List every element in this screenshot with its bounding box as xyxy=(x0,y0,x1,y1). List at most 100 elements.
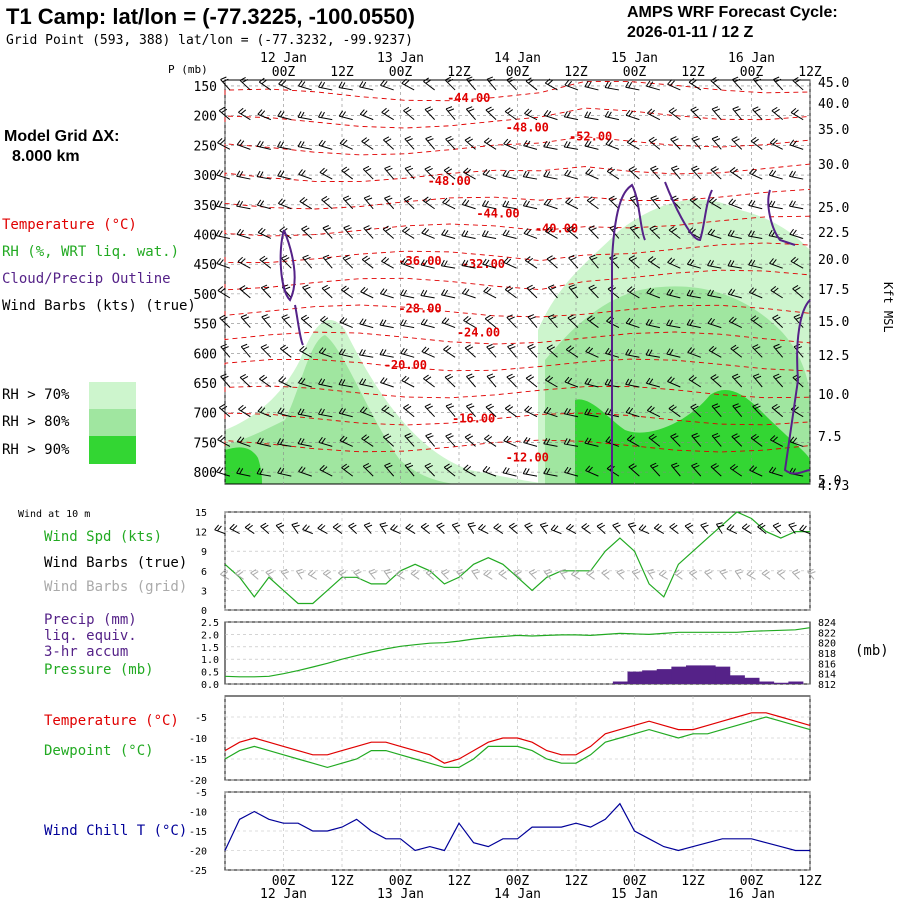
wind-barb xyxy=(608,195,620,210)
wind-barb xyxy=(506,373,517,388)
wind-barb xyxy=(748,199,763,210)
temperature-contour-label: -12.00 xyxy=(506,450,549,464)
wind-barb xyxy=(789,467,804,477)
wind-barb xyxy=(363,225,374,239)
height-tick-label: 30.0 xyxy=(818,158,849,173)
wind-barb xyxy=(731,76,743,91)
wind-barb xyxy=(668,107,681,121)
rh80-swatch xyxy=(89,409,136,436)
wind-barb xyxy=(318,81,333,91)
wind-barb-true xyxy=(524,522,533,534)
wind-barb xyxy=(502,200,517,210)
wind-barb xyxy=(584,378,599,388)
pressure-tick-label: 300 xyxy=(194,169,217,184)
rh90-region-right xyxy=(575,390,810,484)
wind-barb xyxy=(730,344,743,358)
wind-barb-grid xyxy=(395,569,405,580)
temperature-contour xyxy=(224,188,811,210)
wind-barb xyxy=(605,139,620,150)
wind-barb xyxy=(384,462,395,477)
wind-barb-grid xyxy=(368,568,377,580)
bottom-time-label: 12Z xyxy=(798,874,822,889)
wind-barb xyxy=(504,107,517,121)
precip-tick-label: 1.0 xyxy=(201,655,219,666)
wind-barb xyxy=(729,464,743,477)
wind-barb xyxy=(523,437,538,447)
wind-barb-grid xyxy=(719,568,728,580)
wind-barb xyxy=(318,139,333,150)
wind-barb xyxy=(585,346,599,358)
dewpoint-line xyxy=(224,716,811,769)
wind-barb-true xyxy=(379,522,388,534)
temperature-contour-label: -36.00 xyxy=(398,254,441,268)
wind-barb xyxy=(770,286,783,299)
height-tick-label: 35.0 xyxy=(818,123,849,138)
wind-barb xyxy=(424,106,435,120)
bottom-time-label: 00Z xyxy=(389,874,413,889)
wind-barb xyxy=(236,200,251,210)
wind-barb xyxy=(445,433,456,447)
wind-barb xyxy=(318,436,333,447)
wind-barb-grid xyxy=(456,568,465,580)
windchill-tick-label: -15 xyxy=(189,827,207,838)
wind-barb xyxy=(768,229,783,239)
wind-barb xyxy=(218,106,231,121)
wind-barb xyxy=(444,373,456,388)
wind-barb xyxy=(711,403,722,418)
wind-barb xyxy=(584,408,599,418)
wind-barb xyxy=(461,230,476,239)
wind-barb xyxy=(278,376,292,388)
wind-barb xyxy=(604,81,619,91)
wind-barb xyxy=(240,343,251,358)
wind-barb xyxy=(339,138,353,150)
wind-barb-grid xyxy=(322,569,332,580)
wind-10m-label: Wind at 10 m xyxy=(18,509,91,520)
wind-barb xyxy=(750,433,763,447)
wind-barb-true xyxy=(275,522,285,534)
wind-barb xyxy=(445,403,456,418)
height-tick-label: 45.0 xyxy=(818,76,849,91)
wind-barb-grid xyxy=(440,568,450,580)
wind-barb xyxy=(256,437,271,447)
wind-barb xyxy=(625,407,640,418)
wind-barb-grid xyxy=(559,568,568,580)
wind-barb xyxy=(729,167,743,180)
wind-barb xyxy=(769,258,783,269)
precip-bar xyxy=(759,681,775,684)
wind-barb xyxy=(732,106,743,120)
wind-barb xyxy=(524,108,538,121)
wind-barb xyxy=(239,285,251,299)
wind-barb xyxy=(690,106,702,121)
wind-barb xyxy=(604,110,620,121)
wind-barb xyxy=(401,375,415,388)
height-tick-label: 10.0 xyxy=(818,388,849,403)
wind-barb-true xyxy=(669,522,679,534)
wind-barb xyxy=(626,434,640,447)
wind-barb xyxy=(771,106,784,121)
temperature-contour xyxy=(224,412,811,426)
wind-barb xyxy=(768,200,783,210)
wind-panel-frame xyxy=(224,511,811,611)
wind-barb xyxy=(707,259,722,269)
wind-tick-label: 15 xyxy=(195,508,207,519)
wind-barb xyxy=(749,465,763,477)
wind-barb xyxy=(341,463,354,477)
wind-barb xyxy=(218,403,231,418)
wind-barb xyxy=(382,433,395,447)
wind-barb xyxy=(564,79,579,91)
wind-barb xyxy=(688,227,702,239)
wind-barb xyxy=(404,462,415,477)
wind-barb xyxy=(527,343,538,358)
wind-barb-true xyxy=(467,522,476,534)
wind-barb xyxy=(362,462,374,477)
wind-barb xyxy=(567,314,579,328)
wind-barb xyxy=(482,168,497,180)
wind-barb xyxy=(689,196,702,210)
wind-barb xyxy=(338,348,353,358)
wind-barb xyxy=(670,195,681,210)
pressure-tick-label-right: 816 xyxy=(818,659,836,670)
wind-barb xyxy=(381,405,394,418)
temp-tick-label: -15 xyxy=(189,755,207,766)
wind-barb xyxy=(686,289,701,299)
temperature-contour xyxy=(224,163,811,183)
